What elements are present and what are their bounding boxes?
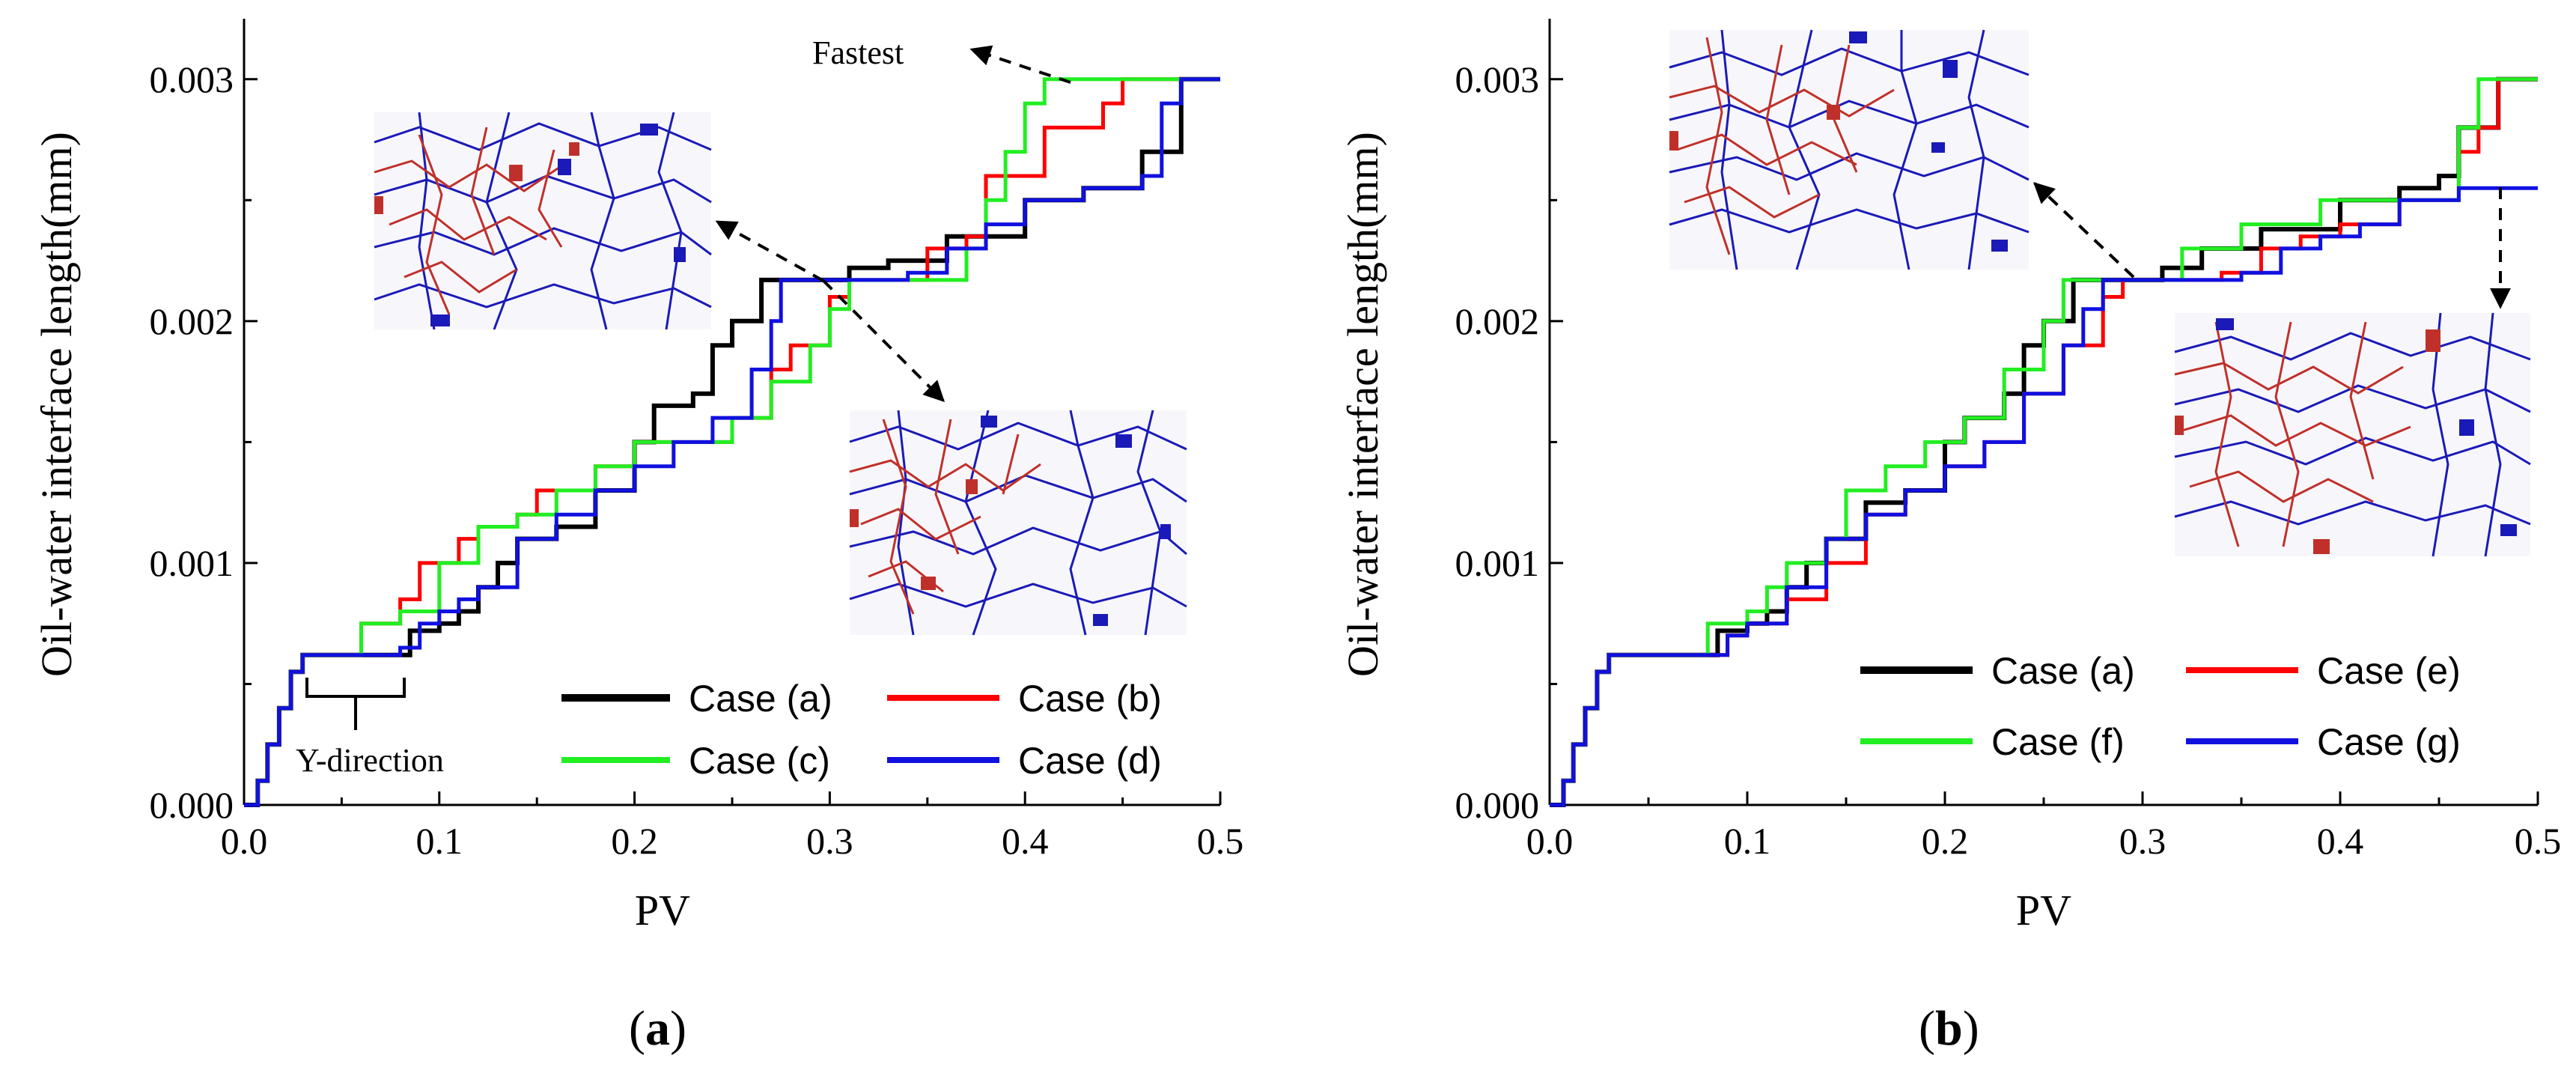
x-tick-label-a-1: 0.1 xyxy=(416,820,463,862)
inset-b-upper xyxy=(1669,29,2030,270)
y-axis-title-b: Oil-water interface length(mm) xyxy=(1339,132,1387,677)
x-tick-label-a-2: 0.2 xyxy=(611,820,658,862)
legend-label-a-0: Case (a) xyxy=(689,678,832,720)
plot-area-a: 0.0 0.1 0.2 0.3 0.4 0.5 0.000 0.001 0.002 0.003 xyxy=(150,19,1244,862)
x-tick-label-b-2: 0.2 xyxy=(1922,820,1969,862)
inset-b-upper-network-red xyxy=(1669,37,1895,255)
inset-a-lower-red-blobs xyxy=(850,479,978,590)
y-tick-label-a-3: 0.003 xyxy=(150,58,234,100)
annotation-fastest: Fastest xyxy=(812,34,904,71)
plot-area-b: 0.0 0.1 0.2 0.3 0.4 0.5 0.000 0.001 0.002 0.003 xyxy=(1455,19,2562,862)
inset-b-upper-red-blobs xyxy=(1669,105,1840,151)
y-tick-label-a-2: 0.002 xyxy=(150,300,234,342)
inset-a-upper-red-blobs xyxy=(374,142,579,214)
y-direction-bracket xyxy=(305,678,406,730)
y-tick-label-a-0: 0.000 xyxy=(150,784,234,826)
annotation-y-direction: Y-direction xyxy=(296,742,444,779)
x-tick-label-a-0: 0.0 xyxy=(221,820,268,862)
series-line-b-case-g xyxy=(1550,186,2538,807)
panel-label-b: (b) xyxy=(1919,1001,1979,1056)
arrow-fastest xyxy=(969,45,1071,84)
legend-label-b-1: Case (e) xyxy=(2317,650,2461,692)
legend-a: Case (a) Case (b) Case (c) Case (d) xyxy=(561,678,1162,782)
inset-a-lower xyxy=(849,410,1187,636)
panel-label-a-letter: a xyxy=(645,1001,670,1056)
inset-b-upper-blobs xyxy=(1849,31,2008,252)
y-tick-label-b-2: 0.002 xyxy=(1455,300,1540,342)
legend-b: Case (a) Case (e) Case (f) Case (g) xyxy=(1860,650,2461,763)
arrows-b xyxy=(2033,182,2511,309)
legend-label-a-1: Case (b) xyxy=(1018,678,1162,720)
x-tick-label-b-4: 0.4 xyxy=(2317,820,2364,862)
legend-label-a-2: Case (c) xyxy=(689,740,830,782)
inset-b-lower xyxy=(2174,312,2531,557)
legend-label-a-3: Case (d) xyxy=(1018,740,1162,782)
arrows-a xyxy=(715,45,1071,402)
x-tick-label-b-3: 0.3 xyxy=(2119,820,2167,862)
series-line-a-case-d xyxy=(244,77,1220,807)
panel-a: 0.0 0.1 0.2 0.3 0.4 0.5 0.000 0.001 0.002 0.003 xyxy=(32,19,1243,1056)
arrow-to-upper-inset-a xyxy=(715,220,824,282)
arrow-to-lower-inset-a xyxy=(822,279,945,402)
legend-label-b-3: Case (g) xyxy=(2317,721,2461,763)
legend-label-b-0: Case (a) xyxy=(1991,650,2135,692)
x-axis-title-a: PV xyxy=(635,886,690,934)
inset-a-upper-network-red xyxy=(374,127,570,315)
y-tick-label-b-1: 0.001 xyxy=(1455,542,1540,584)
x-axis-title-b: PV xyxy=(2016,886,2071,934)
inset-b-lower-network-red xyxy=(2174,321,2411,547)
y-tick-label-b-3: 0.003 xyxy=(1455,58,1540,100)
inset-b-lower-blobs xyxy=(2216,318,2517,536)
inset-a-upper xyxy=(374,112,712,330)
x-tick-label-a-4: 0.4 xyxy=(1002,820,1049,862)
panel-label-a: (a) xyxy=(629,1001,686,1056)
x-tick-label-b-1: 0.1 xyxy=(1724,820,1771,862)
inset-b-lower-red-blobs xyxy=(2175,329,2440,554)
y-axis-title-a: Oil-water interface length(mm) xyxy=(32,132,81,677)
x-tick-label-b-0: 0.0 xyxy=(1526,820,1574,862)
arrow-to-upper-inset-b xyxy=(2033,182,2135,279)
inset-b-upper-network-blue xyxy=(1669,29,2030,270)
x-tick-label-b-5: 0.5 xyxy=(2515,820,2562,862)
y-tick-label-a-1: 0.001 xyxy=(150,542,234,584)
legend-label-b-2: Case (f) xyxy=(1991,721,2125,763)
y-tick-label-b-0: 0.000 xyxy=(1455,784,1540,826)
inset-b-lower-network-blue xyxy=(2174,312,2531,557)
panel-b: 0.0 0.1 0.2 0.3 0.4 0.5 0.000 0.001 0.002 0.003 xyxy=(1339,19,2561,1056)
inset-a-upper-blobs xyxy=(430,124,686,326)
x-tick-label-a-3: 0.3 xyxy=(806,820,853,862)
panel-label-b-letter: b xyxy=(1935,1001,1963,1056)
inset-a-lower-blobs xyxy=(981,416,1171,626)
x-tick-label-a-5: 0.5 xyxy=(1197,820,1244,862)
